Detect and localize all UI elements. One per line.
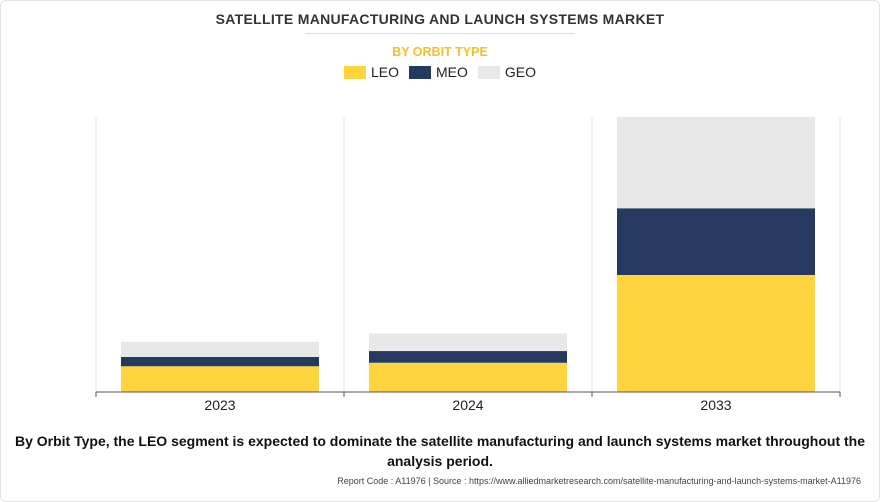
chart-caption: By Orbit Type, the LEO segment is expect…	[14, 433, 865, 469]
bar-geo-2033[interactable]	[617, 117, 815, 209]
x-tick-label-2023: 2023	[204, 397, 235, 413]
legend-label-geo: GEO	[504, 64, 537, 80]
source-note: Report Code : A11976 | Source : https://…	[337, 476, 861, 486]
bar-meo-2033[interactable]	[617, 208, 815, 275]
legend-swatch-leo	[343, 65, 366, 79]
bar-leo-2033[interactable]	[617, 274, 815, 392]
title-divider	[305, 33, 575, 34]
legend-label-meo: MEO	[436, 64, 468, 80]
bar-meo-2024[interactable]	[369, 351, 567, 363]
legend-swatch-geo	[477, 65, 500, 79]
chart-subtitle: BY ORBIT TYPE	[392, 45, 488, 59]
bar-geo-2024[interactable]	[369, 333, 567, 352]
bar-leo-2024[interactable]	[369, 362, 567, 392]
bar-geo-2023[interactable]	[121, 341, 319, 357]
x-tick-label-2033: 2033	[700, 397, 731, 413]
bar-meo-2023[interactable]	[121, 356, 319, 367]
legend: LEO MEO GEO	[0, 64, 880, 80]
legend-item-meo[interactable]: MEO	[409, 64, 468, 80]
legend-item-geo[interactable]: GEO	[477, 64, 537, 80]
legend-label-leo: LEO	[370, 64, 399, 80]
legend-swatch-meo	[409, 65, 431, 79]
legend-item-leo[interactable]: LEO	[343, 64, 399, 80]
chart-title: SATELLITE MANUFACTURING AND LAUNCH SYSTE…	[215, 11, 665, 27]
x-tick-label-2024: 2024	[452, 397, 483, 413]
bar-leo-2023[interactable]	[121, 366, 319, 392]
